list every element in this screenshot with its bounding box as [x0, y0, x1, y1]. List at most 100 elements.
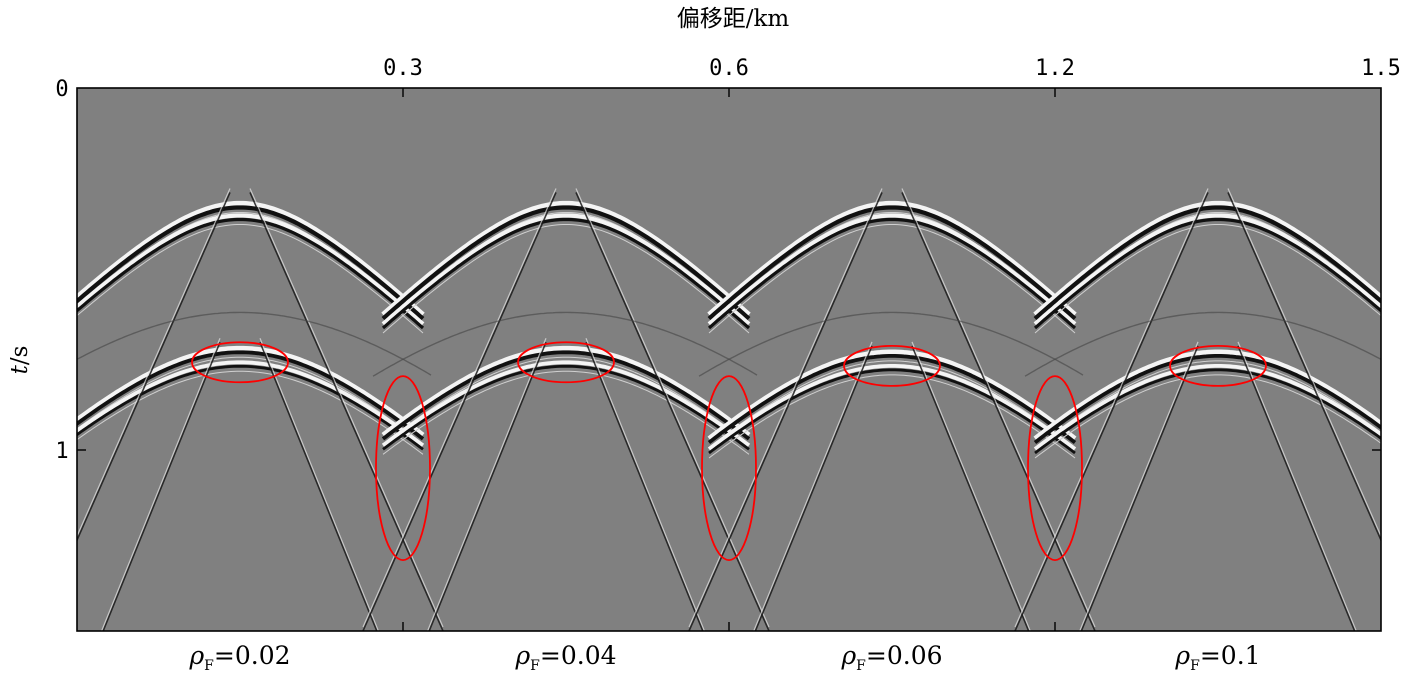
diffraction-line-light [688, 188, 883, 628]
x-axis-title: 偏移距/km [677, 6, 790, 32]
diffraction-line [428, 341, 547, 631]
diffraction-line-light [100, 338, 221, 631]
reflection-trough [77, 364, 424, 451]
diffraction-line-light [1014, 188, 1209, 628]
reflection-sidelobe [1034, 374, 1381, 459]
reflection-peak [707, 349, 1077, 441]
panel-param-symbol: ρ [188, 641, 204, 670]
diffraction-line-light [1237, 341, 1357, 631]
reflection-trough [1033, 354, 1381, 445]
reflection-sidelobe [77, 370, 424, 455]
reflection-trough [1034, 368, 1381, 455]
diffraction-line-light [575, 188, 770, 628]
reflection-peak [707, 200, 1077, 317]
reflection-trough [381, 350, 751, 441]
x-tick-labels: 0.3 0.6 1.2 1.5 [383, 56, 1401, 81]
diffraction-line [1014, 192, 1209, 631]
highlight-ellipse [1169, 344, 1267, 387]
x-tick-label: 0.3 [383, 56, 423, 81]
reflection-peak [381, 345, 751, 437]
reflection-peak [77, 200, 425, 317]
reflection-trough [77, 350, 425, 441]
y-tick-labels: 01 [55, 77, 68, 464]
reflection-sidelobe [382, 356, 750, 445]
reflection-peak [381, 200, 751, 317]
reflection-sidelobe [77, 224, 424, 334]
reflection-trough [707, 205, 1077, 321]
diffraction-line-light [362, 188, 557, 628]
diffraction-line [1237, 345, 1356, 631]
reflection-trough [707, 217, 1077, 330]
reflection-peak [77, 360, 425, 447]
diffraction-line [901, 192, 1096, 631]
highlight-ellipse [701, 375, 757, 562]
reflection-trough [381, 205, 751, 321]
diffraction-line-light [426, 338, 547, 631]
reflection-trough [1033, 217, 1381, 330]
reflection-sidelobe [382, 224, 750, 334]
faint-event [77, 311, 432, 376]
reflection-trough [1033, 205, 1381, 321]
panel-label: ρF=0.02 [188, 641, 290, 673]
gather-events [688, 188, 1096, 631]
diffraction-line-light [1079, 341, 1199, 631]
reflection-trough [382, 364, 750, 451]
diffraction-line [249, 192, 444, 631]
panel-param-symbol: ρ [840, 641, 856, 670]
diffraction-line [362, 192, 557, 631]
panel-param-subscript: F [1190, 658, 1200, 673]
x-tick-label: 0.6 [709, 56, 749, 81]
reflection-sidelobe [382, 370, 750, 455]
diffraction-line-light [77, 188, 231, 538]
y-axis-title: t/s [7, 346, 33, 375]
panel-param-value: =0.06 [866, 641, 943, 670]
diffraction-line [688, 192, 883, 631]
faint-event [698, 311, 1084, 377]
diffraction-line [754, 345, 873, 631]
reflection-sidelobe [1034, 224, 1381, 334]
panel-param-symbol: ρ [1174, 641, 1190, 670]
reflection-peak [707, 364, 1077, 451]
highlight-ellipse [517, 341, 615, 384]
reflection-peak [1033, 213, 1381, 326]
highlight-ellipse [1027, 375, 1083, 562]
diffraction-line [1227, 192, 1381, 543]
reflection-peak [1033, 364, 1381, 451]
gather-events [362, 188, 770, 631]
reflection-trough [708, 368, 1076, 455]
panel-param-value: =0.02 [214, 641, 291, 670]
diffraction-line [585, 341, 704, 631]
y-tick-label: 1 [55, 439, 68, 464]
panel-param-value: =0.04 [540, 641, 617, 670]
reflection-peak [381, 213, 751, 326]
diffraction-line [575, 192, 770, 631]
y-axis-title-var: t [7, 364, 33, 374]
reflection-peak [77, 345, 425, 437]
reflection-peak [707, 213, 1077, 326]
highlight-ellipse [191, 341, 289, 384]
diffraction-line [259, 341, 378, 631]
faint-event [372, 311, 758, 377]
reflection-trough [707, 354, 1077, 445]
reflection-sidelobe [708, 360, 1076, 448]
faint-event [1024, 311, 1381, 377]
diffraction-line-light [753, 341, 873, 631]
panel-param-subscript: F [204, 658, 214, 673]
gather-events [77, 188, 444, 631]
reflection-peak [1033, 200, 1381, 317]
x-tick-label: 1.2 [1035, 56, 1075, 81]
gather-events [1014, 188, 1381, 631]
reflection-peak [77, 213, 425, 326]
panel-param-value: =0.1 [1200, 641, 1261, 670]
highlight-ellipse [843, 344, 941, 387]
highlight-ellipses [191, 341, 1267, 562]
reflection-trough [77, 217, 425, 330]
diffraction-line [1080, 345, 1199, 631]
reflection-sidelobe [708, 374, 1076, 459]
reflection-peak [381, 360, 751, 447]
panel-label: ρF=0.04 [514, 641, 616, 673]
frame-ticks [77, 88, 1381, 631]
diffraction-line-light [249, 188, 444, 628]
panel-label: ρF=0.1 [1174, 641, 1260, 673]
x-tick-label: 1.5 [1361, 56, 1401, 81]
